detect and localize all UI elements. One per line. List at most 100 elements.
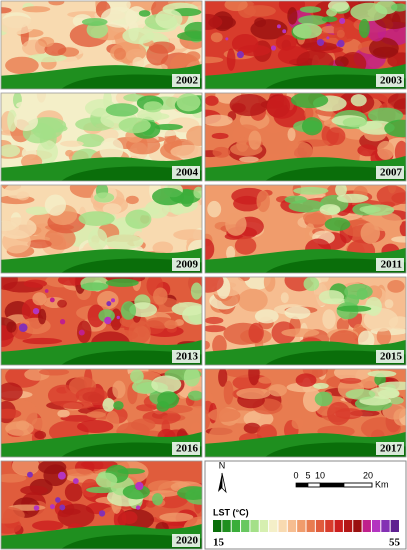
legend-title: LST (°C) [213,507,249,517]
surface-patch [387,279,405,293]
surface-patch [218,369,228,387]
surface-patch [248,369,260,386]
map-panel: 2009 [1,185,202,273]
surface-patch [31,520,64,531]
surface-patch [22,6,51,13]
panel-frame [0,368,203,458]
surface-patch [21,299,42,322]
surface-patch [32,292,47,306]
surface-patch [87,304,105,328]
vegetation-patch [298,15,328,26]
panel-frame [0,184,203,274]
ramp-swatch [343,520,353,532]
ramp-swatch [315,520,325,532]
hot-spot [236,51,244,59]
year-box [172,350,200,363]
color-ramp [213,520,399,532]
scale-label: 5 [305,470,310,480]
surface-patch [185,51,201,62]
surface-patch [48,1,65,6]
surface-patch [295,373,317,387]
surface-patch [254,17,267,28]
vegetation-patch [350,2,388,22]
surface-patch [60,415,97,422]
hot-spot [225,37,229,41]
surface-patch [5,421,34,436]
surface-patch [248,130,262,150]
surface-patch [256,190,270,213]
map-panel: 2013 [1,277,202,365]
surface-patch [281,328,320,337]
surface-patch [64,482,83,502]
panel-frame [204,0,407,90]
surface-patch [11,461,40,476]
year-label: 2017 [380,443,403,455]
hot-spot [339,17,346,24]
year-label: 2013 [176,351,199,363]
year-label: 2004 [176,167,199,179]
surface-patch [147,480,179,493]
vegetation-patch [155,9,183,29]
surface-patch [86,411,106,418]
surface-patch [205,340,210,350]
surface-patch [208,408,241,422]
surface-patch [101,6,138,28]
vegetation-patch [143,101,163,113]
scale-bar [295,482,373,488]
year-label: 2020 [176,535,199,547]
surface-patch [231,33,259,54]
vegetation-patch [86,486,117,494]
surface-patch [387,93,406,109]
scale-label: 0 [293,470,298,480]
surface-patch [376,140,395,160]
surface-patch [205,325,226,333]
ramp-swatch [306,520,315,532]
vegetation-patch [184,21,202,40]
vegetation-patch [122,484,150,500]
surface-patch [263,277,276,292]
surface-patch [266,95,298,119]
year-box [172,442,200,455]
surface-patch [39,369,70,376]
panel-frame [0,0,203,90]
vegetation-patch [130,369,144,384]
vegetation-patch [120,301,137,320]
vegetation-patch [151,375,182,394]
year-box [172,258,200,271]
surface-patch [1,144,21,158]
surface-patch [31,117,64,140]
surface-patch [153,287,168,305]
vegetation-patch [177,486,202,500]
year-label: 2002 [176,75,199,87]
map-panel: 2011 [205,185,406,273]
ramp-swatch [362,520,371,532]
surface-patch [1,7,12,14]
surface-patch [75,387,108,404]
vegetation-patch [105,103,139,117]
vegetation-patch [81,17,108,26]
surface-patch [1,408,22,419]
ramp-swatch [269,520,278,532]
vegetation-patch [303,277,320,291]
hot-spot [57,471,66,480]
vegetation-patch [368,107,404,124]
vegetation-patch [356,288,368,300]
hot-spot [110,298,116,303]
vegetation-patch [313,382,329,389]
valley-core [61,258,202,273]
surface-patch [268,384,287,397]
surface-patch [243,422,261,434]
surface-patch [210,32,223,43]
surface-patch [22,337,63,345]
year-box [172,166,200,179]
surface-patch [14,111,38,131]
surface-patch [287,127,296,142]
surface-patch [212,146,231,158]
map-panel: 2015 [205,277,406,365]
ramp-swatch [297,520,306,532]
hot-spot [270,45,277,51]
surface-patch [265,125,283,134]
ramp-swatch [287,520,297,532]
year-label: 2003 [380,75,403,87]
